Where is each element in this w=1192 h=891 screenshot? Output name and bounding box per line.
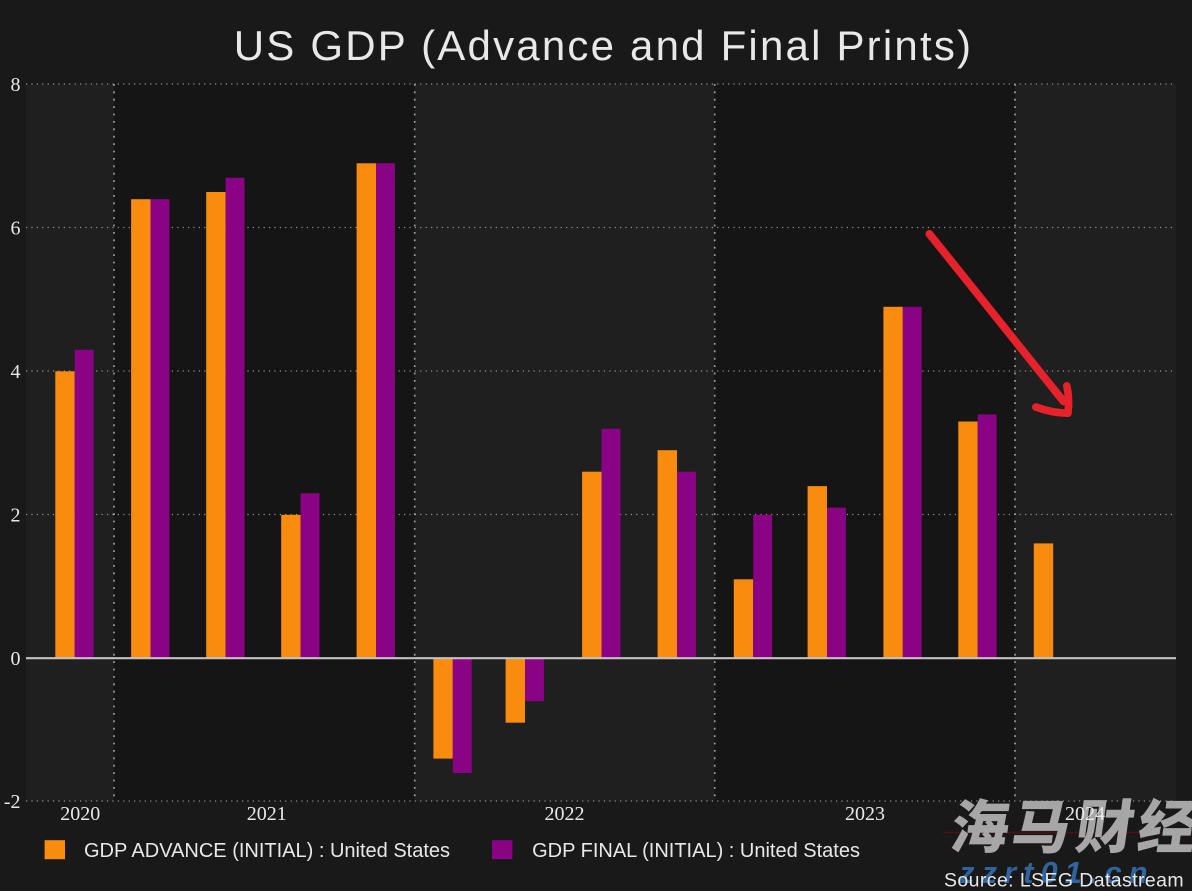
svg-text:0: 0 [11, 648, 21, 670]
svg-text:2: 2 [11, 504, 21, 526]
svg-text:Source: LSEG Datastream: Source: LSEG Datastream [944, 870, 1184, 891]
svg-text:GDP ADVANCE (INITIAL) : United: GDP ADVANCE (INITIAL) : United States [84, 840, 450, 862]
svg-text:2024: 2024 [1065, 803, 1105, 825]
svg-text:zzrt01.cn: zzrt01.cn [958, 855, 1155, 890]
svg-text:2023: 2023 [845, 803, 885, 825]
svg-text:2022: 2022 [545, 803, 585, 825]
svg-text:4: 4 [11, 361, 21, 383]
svg-text:US GDP (Advance and Final Prin: US GDP (Advance and Final Prints) [234, 22, 973, 69]
svg-text:GDP FINAL (INITIAL) : United S: GDP FINAL (INITIAL) : United States [532, 840, 860, 862]
svg-text:-2: -2 [4, 791, 21, 813]
svg-text:2021: 2021 [247, 803, 287, 825]
svg-text:8: 8 [11, 74, 21, 96]
svg-text:2020: 2020 [60, 803, 100, 825]
svg-text:6: 6 [11, 217, 21, 239]
